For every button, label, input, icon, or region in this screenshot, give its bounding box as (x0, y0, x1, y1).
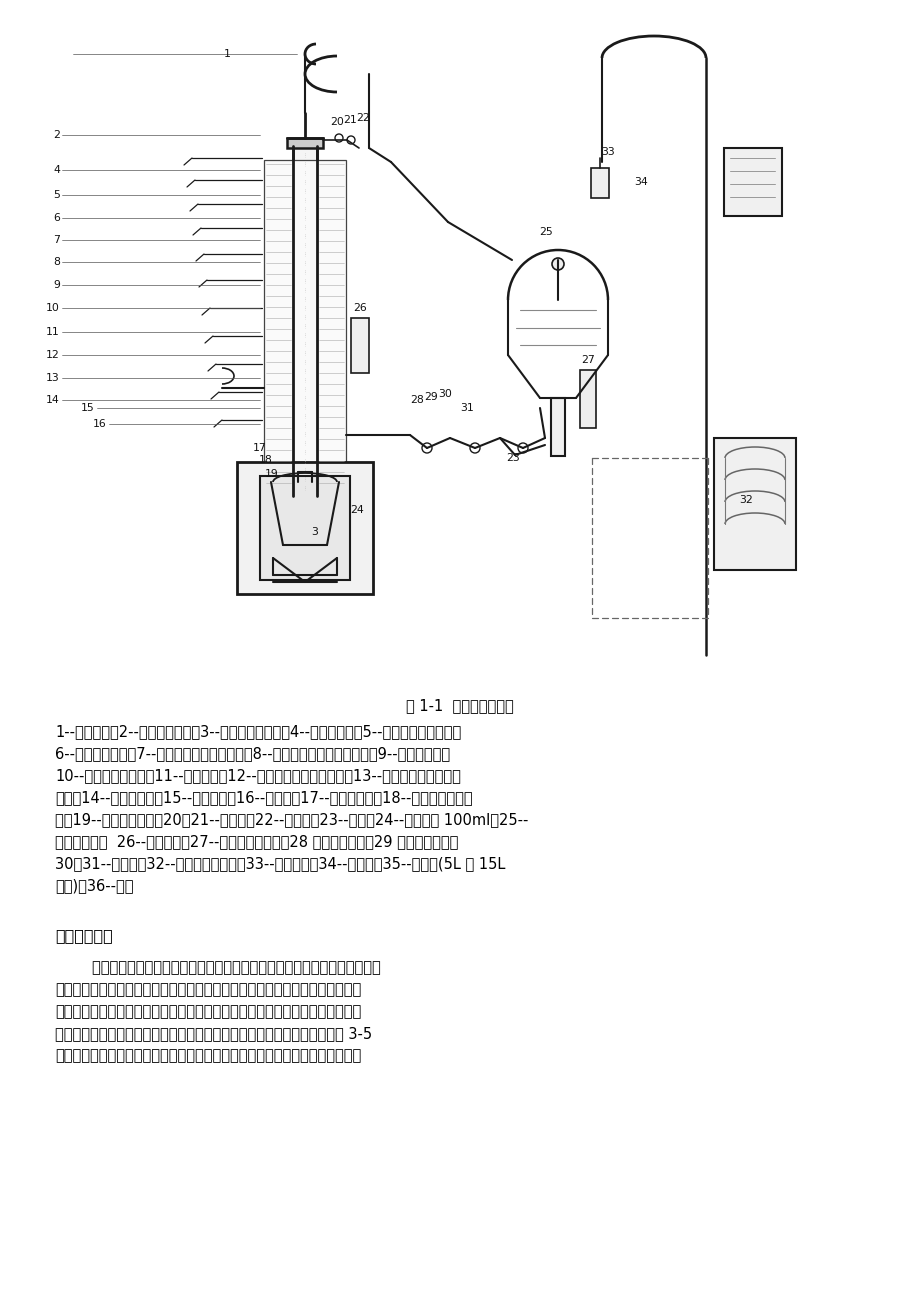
Text: 18: 18 (259, 454, 273, 465)
Circle shape (470, 443, 480, 453)
Text: 25: 25 (539, 227, 552, 237)
Text: 管；19--电炉升降机构；20、21--球形阀；22--冷凝管；23--弯头；24--接液量筒 100ml；25--: 管；19--电炉升降机构；20、21--球形阀；22--冷凝管；23--弯头；2… (55, 812, 528, 827)
Bar (351, 318, 369, 372)
Circle shape (346, 135, 355, 145)
Text: 两种)；36--电炉: 两种)；36--电炉 (55, 878, 133, 893)
Bar (237, 462, 372, 594)
Bar (550, 398, 564, 456)
Text: 10: 10 (46, 303, 60, 312)
Circle shape (335, 134, 343, 142)
Text: 16: 16 (93, 419, 107, 428)
Text: 6--卷状多孔填料；7--上部塔内热电偶测温管；8--上部保温层热电偶测温管；9--保温层缠料；: 6--卷状多孔填料；7--上部塔内热电偶测温管；8--上部保温层热电偶测温管；9… (55, 746, 449, 760)
Bar (723, 148, 781, 216)
Bar (579, 370, 596, 428)
Text: 24: 24 (350, 505, 364, 516)
Text: 9: 9 (53, 280, 60, 290)
Text: 4: 4 (53, 165, 60, 174)
Bar (260, 477, 349, 579)
Text: 真空接受器；  26--下测压管；27--气相水银温度计；28 一釜侧流出头；29 一釜测流出管；: 真空接受器； 26--下测压管；27--气相水银温度计；28 一釜侧流出头；29… (55, 835, 458, 849)
Text: 毫升。如馏出速度加快，则分馏精确度降低，致使轻组分尚未及时馏出而重组分: 毫升。如馏出速度加快，则分馏精确度降低，致使轻组分尚未及时馏出而重组分 (55, 1048, 361, 1062)
Text: 29: 29 (424, 392, 437, 402)
Text: 13: 13 (46, 372, 60, 383)
Text: 26: 26 (353, 303, 367, 312)
Bar (713, 437, 795, 570)
Text: 2: 2 (53, 130, 60, 141)
Text: 22: 22 (356, 113, 369, 122)
Circle shape (517, 443, 528, 453)
Text: 31: 31 (460, 404, 473, 413)
Text: 11: 11 (46, 327, 60, 337)
Circle shape (551, 258, 563, 270)
Circle shape (422, 443, 432, 453)
Text: 温管；14--分馏塔塔柱；15--压油接管；16--压油管；17--伞状多孔筛；18--液相热电偶测温: 温管；14--分馏塔塔柱；15--压油接管；16--压油管；17--伞状多孔筛；… (55, 790, 472, 805)
Text: 19: 19 (265, 469, 278, 479)
Text: 10--保温层电加热丝；11--保温套管；12--下部塔内热电偶测温管；13--下部保温层热电偶测: 10--保温层电加热丝；11--保温套管；12--下部塔内热电偶测温管；13--… (55, 768, 460, 783)
Text: 27: 27 (581, 355, 595, 365)
Bar (292, 146, 317, 496)
Text: 原油的实沸点蒸馏过程是间歇式的。也就是说，原油是一次加入的，而馏分: 原油的实沸点蒸馏过程是间歇式的。也就是说，原油是一次加入的，而馏分 (55, 960, 380, 975)
Text: 7: 7 (53, 234, 60, 245)
Text: 14: 14 (46, 395, 60, 405)
Text: 28: 28 (410, 395, 424, 405)
Text: 5: 5 (53, 190, 60, 201)
Text: 30: 30 (437, 389, 451, 398)
Text: 6: 6 (53, 214, 60, 223)
Text: 8: 8 (53, 256, 60, 267)
Text: 34: 34 (633, 177, 647, 187)
Text: 三、操作步骤: 三、操作步骤 (55, 928, 113, 943)
Text: 3: 3 (312, 527, 318, 536)
Text: 分馏精确度。对分馏精确度影响最大的因素是馏出速度，一般保持在每分钟 3-5: 分馏精确度。对分馏精确度影响最大的因素是馏出速度，一般保持在每分钟 3-5 (55, 1026, 371, 1042)
Text: 33: 33 (600, 147, 614, 158)
Text: 1: 1 (223, 49, 230, 59)
Bar (287, 138, 323, 148)
Bar (264, 160, 346, 496)
Text: 1--上测压管；2--定比器回流头；3--气相水银温度计；4--液封流出管；5--气相热电偶测温管；: 1--上测压管；2--定比器回流头；3--气相水银温度计；4--液封流出管；5-… (55, 724, 460, 740)
Text: 23: 23 (505, 453, 519, 464)
Text: 32: 32 (738, 495, 752, 505)
Text: 20: 20 (330, 117, 344, 128)
Text: 则是随着馏出温度的升高，一个接一个取出的。这种方法也称分批操作法。在进: 则是随着馏出温度的升高，一个接一个取出的。这种方法也称分批操作法。在进 (55, 982, 361, 997)
Text: 17: 17 (253, 443, 267, 453)
Text: 21: 21 (343, 115, 357, 125)
Text: 图 1-1  实沸点蒸馏装置: 图 1-1 实沸点蒸馏装置 (405, 698, 514, 713)
Text: 12: 12 (46, 350, 60, 359)
Text: 30、31--球形阀；32--真空接受器支架；33--冷凝水瓶；34--冷凝管；35--蒸馏釜(5L 和 15L: 30、31--球形阀；32--真空接受器支架；33--冷凝水瓶；34--冷凝管；… (55, 855, 505, 871)
Text: 行实沸点蒸馏操作时，为了使取得的数据可靠，则必须注意控制分离程度，简称: 行实沸点蒸馏操作时，为了使取得的数据可靠，则必须注意控制分离程度，简称 (55, 1004, 361, 1019)
Bar (590, 168, 608, 198)
Text: 15: 15 (81, 404, 95, 413)
